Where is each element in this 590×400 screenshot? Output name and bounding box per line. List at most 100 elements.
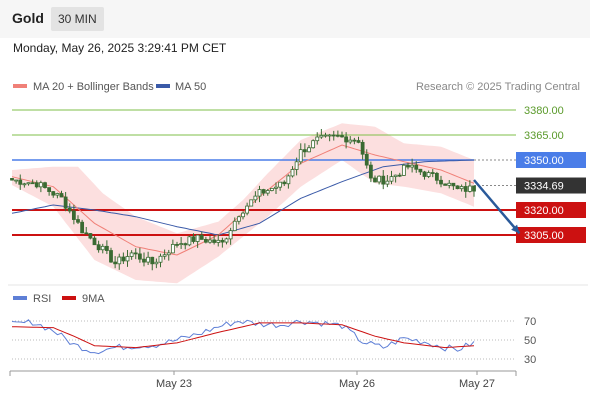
candle-body [10, 178, 14, 181]
candle-body [55, 193, 60, 196]
candle-body [137, 253, 142, 260]
x-tick-label-may-27: May 27 [459, 378, 495, 390]
candle-body [146, 256, 151, 263]
candle-body [96, 244, 101, 251]
candle-body [377, 175, 382, 183]
candle-body [406, 164, 410, 168]
candle-body [59, 193, 64, 198]
candle-body [368, 164, 373, 179]
candle-body [302, 149, 307, 153]
candle-body [459, 186, 464, 190]
candle-body [311, 140, 316, 149]
candle-body [208, 239, 212, 243]
candle-body [389, 176, 394, 182]
candle-body [253, 195, 258, 201]
candle-body [323, 134, 328, 137]
candle-body [80, 221, 85, 234]
candle-body [195, 234, 200, 242]
candle-body [26, 182, 31, 185]
candle-body [142, 258, 146, 263]
candle-body [113, 261, 118, 265]
rsi-tick-70: 70 [524, 316, 536, 328]
candle-body [414, 164, 419, 170]
candle-body [360, 141, 365, 155]
candle-body [245, 205, 250, 214]
candle-body [261, 189, 266, 194]
candle-body [133, 252, 138, 255]
candle-body [265, 190, 270, 194]
candle-body [335, 134, 340, 137]
ma20-legend-label: MA 20 + Bollinger Bands [33, 81, 154, 93]
candle-body [340, 135, 344, 138]
candle-body [401, 164, 406, 176]
candle-body [187, 236, 192, 246]
rsi-tick-30: 30 [524, 354, 536, 366]
rsi-tick-50: 50 [524, 335, 536, 347]
candle-body [257, 189, 262, 197]
candle-body [426, 172, 431, 177]
candle-body [203, 239, 208, 243]
chart-header: Gold 30 MIN [0, 0, 590, 38]
candle-body [278, 181, 283, 188]
candle-body [422, 171, 427, 177]
candle-body [373, 177, 377, 183]
candle-body [331, 134, 336, 137]
candle-body [434, 172, 439, 181]
candle-body [385, 180, 390, 185]
last-price-label: 3334.69 [524, 181, 564, 193]
forecast-arrow-head [511, 224, 520, 234]
candle-body [117, 256, 122, 265]
candle-body [125, 256, 130, 262]
candle-body [327, 134, 332, 137]
candle-body [166, 252, 171, 256]
candle-body [430, 172, 435, 174]
candle-body [364, 153, 369, 166]
ma50-legend-label: MA 50 [175, 81, 206, 93]
rsi-ma-legend-label: 9MA [82, 293, 105, 305]
candle-body [63, 196, 68, 209]
bollinger-band [12, 123, 474, 284]
candle-body [183, 243, 188, 246]
candle-body [467, 185, 472, 192]
candle-body [307, 147, 311, 153]
instrument-title: Gold [12, 10, 44, 26]
candle-body [92, 237, 97, 246]
candle-body [241, 212, 245, 218]
ma20-legend-swatch [13, 84, 27, 88]
candle-body [154, 261, 159, 265]
candle-body [18, 179, 23, 185]
candle-body [269, 187, 274, 191]
interval-badge[interactable]: 30 MIN [51, 7, 104, 31]
candle-body [216, 239, 221, 243]
candle-body [397, 174, 402, 177]
candle-body [236, 216, 241, 222]
candle-body [352, 139, 357, 142]
candle-body [451, 182, 456, 187]
candle-body [88, 233, 93, 239]
candle-body [191, 236, 196, 242]
chart-datetime: Monday, May 26, 2025 3:29:41 PM CET [13, 41, 227, 55]
candle-body [232, 220, 237, 232]
candle-body [51, 191, 56, 196]
x-tick-label-may-23: May 23 [156, 378, 192, 390]
candle-body [175, 243, 179, 246]
forecast-arrow [473, 179, 521, 235]
candle-body [220, 239, 225, 243]
candle-body [22, 183, 27, 186]
candle-body [109, 250, 113, 263]
candle-body [67, 207, 72, 212]
candle-body [344, 136, 349, 143]
credit-label: Research © 2025 Trading Central [416, 81, 580, 93]
rsi-legend-label: RSI [33, 293, 51, 305]
candle-body [286, 175, 291, 185]
x-tick-label-may-26: May 26 [339, 378, 375, 390]
candle-body [212, 239, 217, 243]
candle-body [472, 185, 476, 192]
candle-body [71, 210, 76, 220]
candle-body [455, 185, 460, 190]
candle-body [38, 182, 43, 188]
support-tag-3320-00 [516, 202, 586, 218]
candle-body [290, 169, 295, 177]
last-price-tag [516, 177, 586, 194]
